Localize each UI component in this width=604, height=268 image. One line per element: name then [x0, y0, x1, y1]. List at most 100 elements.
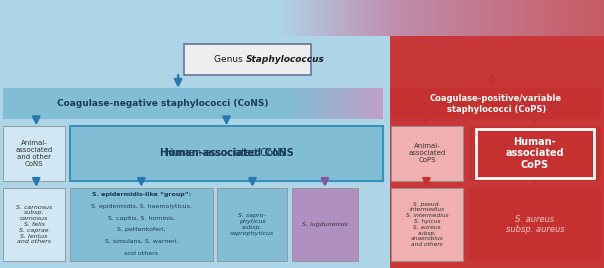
- Bar: [118, 0, 121, 36]
- Bar: [405, 0, 408, 36]
- Bar: [190, 0, 194, 36]
- Bar: [154, 0, 158, 36]
- Bar: [349, 88, 352, 119]
- Bar: [42, 0, 46, 36]
- Text: S. lugdunensis: S. lugdunensis: [302, 222, 348, 227]
- Bar: [408, 0, 411, 36]
- Bar: [85, 0, 88, 36]
- Bar: [292, 188, 358, 261]
- Bar: [469, 126, 601, 181]
- Bar: [21, 0, 25, 36]
- Bar: [60, 0, 64, 36]
- Bar: [136, 0, 140, 36]
- Bar: [438, 0, 442, 36]
- Bar: [335, 88, 338, 119]
- Bar: [417, 0, 420, 36]
- Bar: [370, 88, 373, 119]
- Bar: [574, 0, 577, 36]
- Bar: [378, 88, 381, 119]
- Bar: [411, 0, 414, 36]
- Bar: [399, 0, 402, 36]
- Bar: [577, 0, 580, 36]
- Bar: [272, 0, 275, 36]
- Bar: [109, 0, 112, 36]
- Bar: [142, 0, 146, 36]
- Bar: [308, 0, 312, 36]
- Bar: [321, 88, 324, 119]
- Bar: [580, 0, 583, 36]
- Bar: [178, 0, 182, 36]
- Bar: [498, 0, 502, 36]
- Bar: [45, 0, 49, 36]
- Text: Animal-
associated
and other
CoNS: Animal- associated and other CoNS: [16, 140, 53, 167]
- Bar: [205, 0, 209, 36]
- Bar: [332, 0, 336, 36]
- Bar: [233, 0, 236, 36]
- Bar: [187, 0, 191, 36]
- Bar: [354, 88, 357, 119]
- Bar: [317, 0, 321, 36]
- Bar: [477, 0, 481, 36]
- Bar: [3, 88, 382, 119]
- Bar: [302, 88, 304, 119]
- Bar: [214, 0, 218, 36]
- Bar: [63, 0, 67, 36]
- Bar: [166, 0, 170, 36]
- Bar: [375, 88, 378, 119]
- Bar: [295, 88, 298, 119]
- Bar: [541, 0, 544, 36]
- Bar: [3, 126, 65, 181]
- Bar: [106, 0, 109, 36]
- Bar: [326, 88, 329, 119]
- Bar: [323, 0, 327, 36]
- Bar: [595, 0, 599, 36]
- Bar: [217, 0, 221, 36]
- Bar: [33, 0, 37, 36]
- Bar: [145, 0, 149, 36]
- Bar: [76, 0, 79, 36]
- Bar: [311, 88, 314, 119]
- Bar: [48, 0, 52, 36]
- Bar: [91, 0, 94, 36]
- Bar: [598, 0, 602, 36]
- Bar: [242, 0, 245, 36]
- Bar: [287, 0, 291, 36]
- Bar: [471, 0, 475, 36]
- Text: Staphylococcus: Staphylococcus: [246, 55, 325, 64]
- Bar: [181, 0, 185, 36]
- Bar: [15, 0, 19, 36]
- Bar: [378, 0, 381, 36]
- Bar: [492, 0, 496, 36]
- Bar: [414, 0, 417, 36]
- Bar: [589, 0, 593, 36]
- Bar: [486, 0, 490, 36]
- Bar: [353, 0, 357, 36]
- Bar: [311, 0, 315, 36]
- Bar: [380, 88, 383, 119]
- Bar: [562, 0, 565, 36]
- Bar: [236, 0, 239, 36]
- Bar: [356, 0, 360, 36]
- Bar: [480, 0, 484, 36]
- Bar: [306, 88, 309, 119]
- Bar: [547, 0, 550, 36]
- Bar: [169, 0, 173, 36]
- Bar: [359, 88, 362, 119]
- Bar: [474, 0, 478, 36]
- Bar: [368, 88, 371, 119]
- Bar: [299, 0, 303, 36]
- Bar: [330, 88, 333, 119]
- Bar: [335, 0, 339, 36]
- Bar: [248, 0, 251, 36]
- Bar: [347, 0, 351, 36]
- Bar: [211, 0, 215, 36]
- Bar: [39, 0, 43, 36]
- Bar: [139, 0, 143, 36]
- Bar: [396, 0, 399, 36]
- Bar: [373, 88, 376, 119]
- Text: Genus: Genus: [214, 55, 246, 64]
- Bar: [391, 126, 463, 181]
- Bar: [3, 188, 65, 261]
- Bar: [476, 129, 594, 178]
- Bar: [513, 0, 517, 36]
